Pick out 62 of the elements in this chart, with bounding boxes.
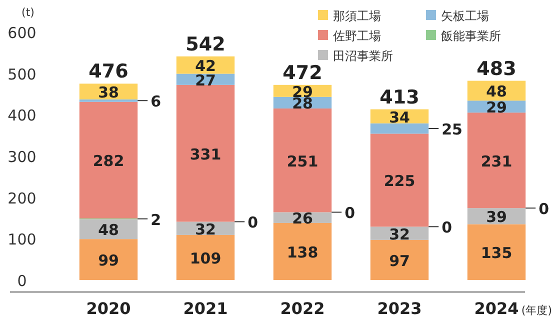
data-label: 109 bbox=[190, 249, 222, 268]
bar bbox=[273, 108, 332, 212]
total-label: 472 bbox=[282, 62, 322, 84]
bar bbox=[467, 112, 526, 208]
y-tick-label: 300 bbox=[8, 148, 36, 166]
y-tick-label: 100 bbox=[8, 230, 36, 249]
data-label: 48 bbox=[486, 82, 507, 101]
x-tick-label: 2023 bbox=[377, 299, 422, 318]
bar bbox=[176, 234, 235, 280]
y-tick-label: 0 bbox=[17, 272, 27, 290]
data-label: 251 bbox=[286, 152, 318, 170]
x-axis-title: (年度) bbox=[521, 304, 552, 317]
bar bbox=[370, 123, 429, 134]
total-label: 542 bbox=[186, 33, 226, 56]
y-tick-label: 500 bbox=[8, 65, 36, 84]
annotation: 0 bbox=[538, 200, 550, 218]
legend-label: 佐野工場 bbox=[333, 29, 381, 43]
data-label: 26 bbox=[292, 210, 313, 228]
annotation: 0 bbox=[344, 204, 356, 222]
data-label: 32 bbox=[389, 225, 410, 244]
data-label: 32 bbox=[195, 220, 216, 238]
y-axis-title: (t) bbox=[22, 6, 34, 19]
legend-label: 飯能事業所 bbox=[441, 29, 501, 43]
data-label: 225 bbox=[384, 172, 416, 190]
legend-label: 那須工場 bbox=[333, 9, 381, 23]
bar bbox=[79, 99, 138, 102]
data-label: 34 bbox=[389, 108, 410, 126]
data-label: 6 bbox=[150, 92, 162, 111]
bar bbox=[273, 222, 332, 280]
x-tick-label: 2021 bbox=[183, 299, 228, 318]
x-tick-label: 2024 bbox=[474, 299, 519, 318]
bar bbox=[176, 84, 235, 222]
total-label: 476 bbox=[88, 60, 128, 83]
y-tick-label: 600 bbox=[8, 24, 36, 42]
data-label: 135 bbox=[480, 244, 512, 262]
data-label: 2 bbox=[150, 210, 162, 229]
bar bbox=[370, 134, 429, 227]
total-label: 413 bbox=[380, 86, 420, 108]
data-label: 282 bbox=[92, 152, 124, 170]
data-label: 25 bbox=[442, 120, 462, 139]
bar bbox=[79, 239, 138, 280]
data-label: 331 bbox=[190, 145, 222, 164]
y-tick-label: 200 bbox=[8, 189, 36, 208]
data-label: 39 bbox=[486, 208, 507, 226]
total-label: 483 bbox=[476, 58, 516, 80]
annotation: 0 bbox=[442, 218, 452, 237]
data-label: 97 bbox=[389, 252, 410, 270]
data-label: 38 bbox=[98, 84, 119, 102]
y-tick-label: 400 bbox=[8, 106, 36, 125]
bar bbox=[79, 102, 138, 218]
legend-label: 矢板工場 bbox=[441, 9, 489, 23]
legend-label: 田沼事業所 bbox=[333, 49, 393, 63]
x-tick-label: 2020 bbox=[86, 299, 131, 318]
bar bbox=[370, 240, 429, 280]
x-tick-label: 2022 bbox=[280, 299, 325, 318]
data-label: 138 bbox=[286, 243, 318, 262]
annotation: 0 bbox=[248, 214, 258, 232]
data-label: 231 bbox=[480, 152, 512, 170]
data-label: 99 bbox=[98, 252, 119, 270]
bar bbox=[467, 224, 526, 280]
data-label: 29 bbox=[486, 98, 507, 117]
data-label: 48 bbox=[98, 221, 119, 240]
